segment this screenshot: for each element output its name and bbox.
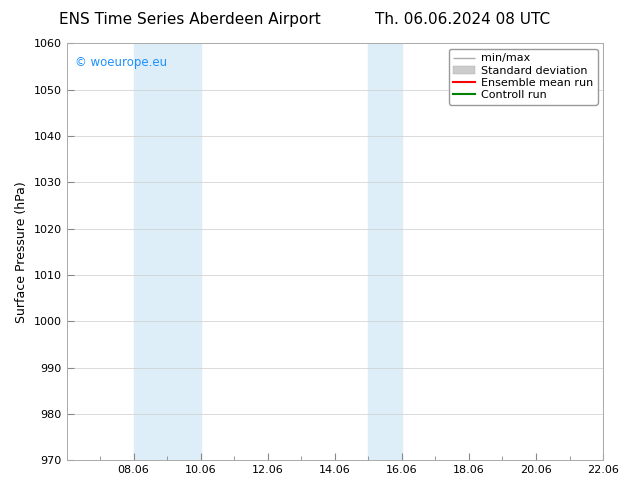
Bar <box>134 44 201 460</box>
Text: ENS Time Series Aberdeen Airport: ENS Time Series Aberdeen Airport <box>60 12 321 27</box>
Text: © woeurope.eu: © woeurope.eu <box>75 56 167 69</box>
Y-axis label: Surface Pressure (hPa): Surface Pressure (hPa) <box>15 181 28 323</box>
Bar <box>368 44 402 460</box>
Text: Th. 06.06.2024 08 UTC: Th. 06.06.2024 08 UTC <box>375 12 550 27</box>
Legend: min/max, Standard deviation, Ensemble mean run, Controll run: min/max, Standard deviation, Ensemble me… <box>449 49 597 104</box>
Bar <box>603 44 620 460</box>
